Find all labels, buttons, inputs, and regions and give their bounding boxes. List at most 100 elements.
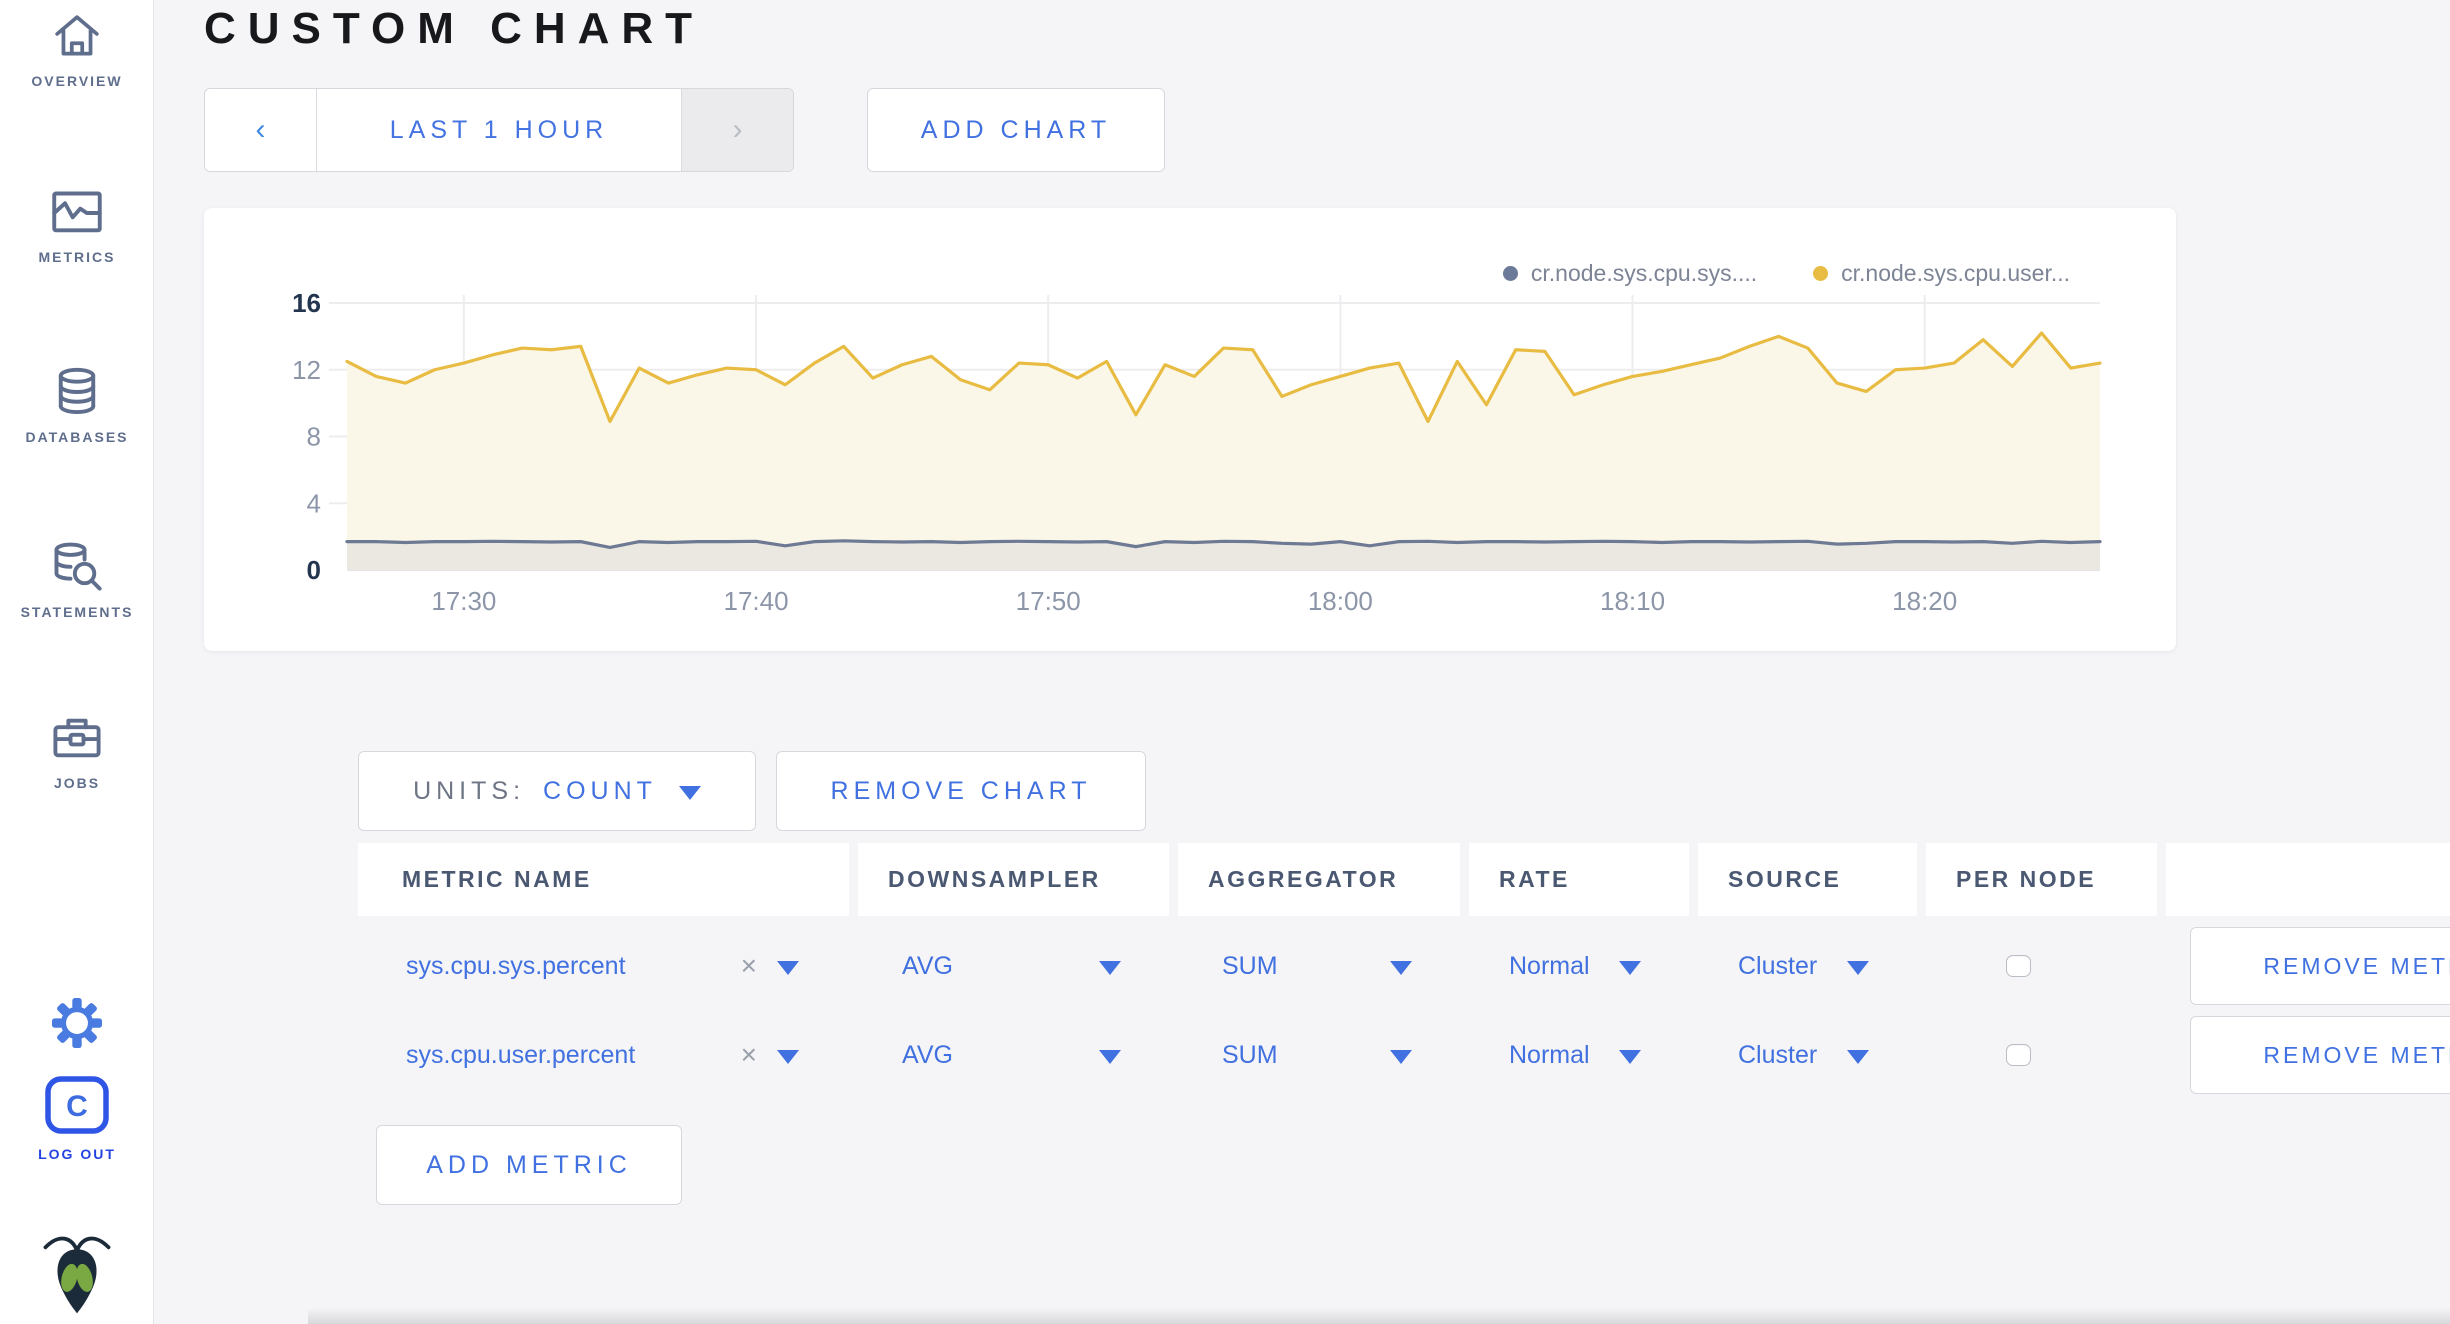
svg-text:18:20: 18:20	[1892, 586, 1957, 616]
svg-text:17:40: 17:40	[723, 586, 788, 616]
caret-down-icon	[1390, 1050, 1412, 1064]
svg-text:18:10: 18:10	[1600, 586, 1665, 616]
table-row: sys.cpu.sys.percent × AVG SUM Normal Clu…	[358, 927, 2450, 1005]
downsampler-dropdown[interactable]: AVG	[858, 927, 1169, 1005]
svg-text:4: 4	[307, 488, 321, 518]
aggregator-value: SUM	[1222, 1040, 1278, 1069]
per-node-cell	[1926, 1016, 2157, 1094]
gear-icon	[0, 998, 154, 1048]
caret-down-icon	[1847, 1050, 1869, 1064]
legend-item-sys[interactable]: cr.node.sys.cpu.sys....	[1502, 260, 1758, 287]
logout-button[interactable]: C LOG OUT	[0, 1075, 154, 1162]
col-header-metric-name: METRIC NAME	[358, 843, 849, 916]
caret-down-icon	[1099, 1050, 1121, 1064]
clear-metric-icon[interactable]: ×	[740, 1039, 757, 1070]
statements-icon	[0, 541, 154, 593]
svg-text:12: 12	[292, 355, 321, 385]
svg-text:8: 8	[307, 422, 321, 452]
caret-down-icon	[1847, 961, 1869, 975]
metric-name-select[interactable]: sys.cpu.user.percent ×	[358, 1016, 849, 1094]
sidebar-item-label: STATEMENTS	[20, 604, 134, 620]
caret-down-icon	[678, 786, 701, 800]
actions-cell: REMOVE METRIC	[2166, 1016, 2450, 1094]
caret-down-icon[interactable]	[777, 961, 799, 975]
per-node-checkbox[interactable]	[2006, 955, 2031, 977]
logout-c-icon: C	[0, 1075, 154, 1135]
units-dropdown[interactable]: UNITS: COUNT	[358, 751, 756, 831]
add-chart-button[interactable]: ADD CHART	[867, 88, 1165, 172]
time-range-dropdown[interactable]: LAST 1 HOUR	[389, 115, 609, 144]
metric-name-value: sys.cpu.sys.percent	[406, 951, 626, 980]
source-value: Cluster	[1738, 951, 1818, 980]
metric-name-value: sys.cpu.user.percent	[406, 1040, 636, 1069]
home-icon	[0, 12, 154, 62]
col-header-per-node: PER NODE	[1926, 843, 2157, 916]
logout-label: LOG OUT	[38, 1146, 116, 1162]
downsampler-dropdown[interactable]: AVG	[858, 1016, 1169, 1094]
time-range-next-button[interactable]: ›	[681, 89, 793, 171]
clear-metric-icon[interactable]: ×	[740, 950, 757, 981]
downsampler-value: AVG	[902, 1040, 953, 1069]
col-header-rate: RATE	[1469, 843, 1689, 916]
col-header-aggregator: AGGREGATOR	[1178, 843, 1460, 916]
legend-label: cr.node.sys.cpu.sys....	[1530, 260, 1758, 286]
sidebar-item-jobs[interactable]: JOBS	[0, 712, 154, 791]
sidebar-item-label: DATABASES	[25, 429, 129, 445]
caret-down-icon	[1099, 961, 1121, 975]
add-metric-button[interactable]: ADD METRIC	[376, 1125, 682, 1205]
col-header-downsampler: DOWNSAMPLER	[858, 843, 1169, 916]
caret-down-icon	[1619, 961, 1641, 975]
svg-text:16: 16	[292, 288, 321, 318]
rate-dropdown[interactable]: Normal	[1469, 1016, 1689, 1094]
database-icon	[0, 366, 154, 418]
table-row: sys.cpu.user.percent × AVG SUM Normal Cl…	[358, 1016, 2450, 1094]
sidebar-item-databases[interactable]: DATABASES	[0, 366, 154, 445]
units-value: COUNT	[543, 776, 657, 805]
source-dropdown[interactable]: Cluster	[1698, 927, 1917, 1005]
rate-dropdown[interactable]: Normal	[1469, 927, 1689, 1005]
source-value: Cluster	[1738, 1040, 1818, 1069]
chart-card: 17:30 17:40 17:50 18:00 18:10 18:20 0 4 8 12 16 cr…	[204, 208, 2176, 651]
remove-metric-button[interactable]: REMOVE METRIC	[2190, 1016, 2450, 1094]
time-range-prev-button[interactable]: ‹	[205, 89, 317, 171]
sidebar-item-label: JOBS	[53, 775, 101, 791]
col-header-actions	[2166, 843, 2450, 916]
per-node-cell	[1926, 927, 2157, 1005]
chart-legend: cr.node.sys.cpu.sys.... cr.node.sys.cpu.…	[1502, 260, 2070, 287]
sidebar: OVERVIEW METRICS DATABASES	[0, 0, 154, 1324]
svg-text:17:30: 17:30	[431, 586, 496, 616]
legend-dot-user	[1813, 266, 1829, 281]
source-dropdown[interactable]: Cluster	[1698, 1016, 1917, 1094]
aggregator-dropdown[interactable]: SUM	[1178, 927, 1460, 1005]
svg-text:C: C	[66, 1090, 88, 1123]
legend-label: cr.node.sys.cpu.user...	[1841, 260, 2070, 286]
svg-text:17:50: 17:50	[1016, 586, 1081, 616]
metric-name-select[interactable]: sys.cpu.sys.percent ×	[358, 927, 849, 1005]
col-header-source: SOURCE	[1698, 843, 1917, 916]
jobs-icon	[0, 712, 154, 764]
downsampler-value: AVG	[902, 951, 953, 980]
svg-text:18:00: 18:00	[1308, 586, 1373, 616]
sidebar-item-metrics[interactable]: METRICS	[0, 188, 154, 265]
chart-svg: 17:30 17:40 17:50 18:00 18:10 18:20 0 4 8 12 16	[292, 288, 2102, 616]
table-header-row: METRIC NAME DOWNSAMPLER AGGREGATOR RATE …	[358, 843, 2450, 916]
caret-down-icon	[1390, 961, 1412, 975]
actions-cell: REMOVE METRIC	[2166, 927, 2450, 1005]
settings-button[interactable]	[0, 998, 154, 1048]
rate-value: Normal	[1509, 951, 1590, 980]
remove-chart-button[interactable]: REMOVE CHART	[776, 751, 1146, 831]
caret-down-icon[interactable]	[777, 1050, 799, 1064]
rate-value: Normal	[1509, 1040, 1590, 1069]
aggregator-dropdown[interactable]: SUM	[1178, 1016, 1460, 1094]
svg-text:0: 0	[307, 555, 321, 585]
caret-down-icon	[1619, 1050, 1641, 1064]
sidebar-item-label: METRICS	[38, 249, 116, 265]
main-content: CUSTOM CHART ‹ LAST 1 HOUR › ADD CHART 1…	[154, 0, 2450, 1324]
legend-item-user[interactable]: cr.node.sys.cpu.user...	[1813, 260, 2070, 287]
scroll-shadow	[308, 1308, 2450, 1324]
sidebar-item-overview[interactable]: OVERVIEW	[0, 12, 154, 89]
per-node-checkbox[interactable]	[2006, 1044, 2031, 1066]
remove-metric-button[interactable]: REMOVE METRIC	[2190, 927, 2450, 1005]
sidebar-item-statements[interactable]: STATEMENTS	[0, 541, 154, 620]
aggregator-value: SUM	[1222, 951, 1278, 980]
